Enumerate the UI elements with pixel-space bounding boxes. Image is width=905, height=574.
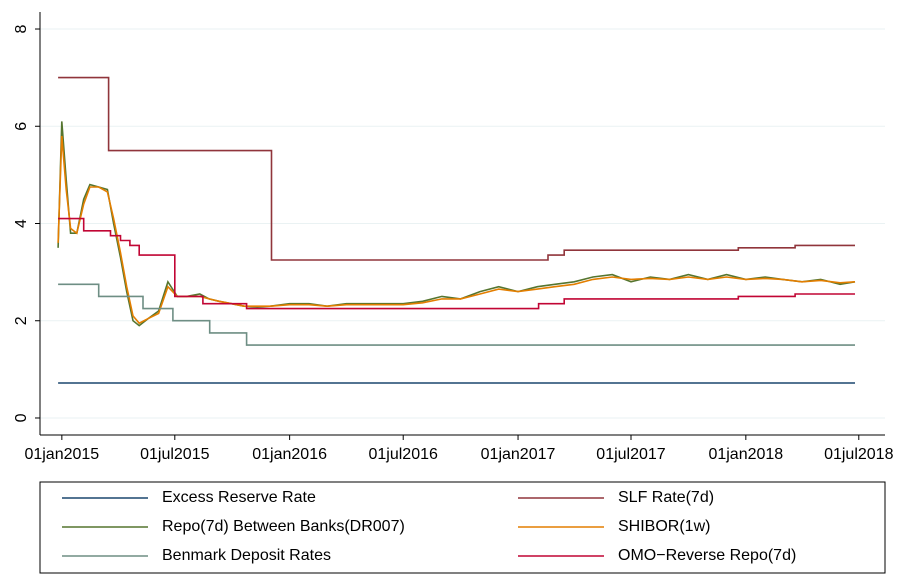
- x-tick-label: 01jan2017: [481, 446, 556, 463]
- series-line: [58, 76, 855, 261]
- legend-label: Repo(7d) Between Banks(DR007): [162, 518, 405, 535]
- x-tick-label: 01jan2016: [252, 446, 327, 463]
- series-line: [58, 283, 855, 346]
- y-tick-label: 4: [13, 219, 30, 228]
- y-tick-label: 6: [13, 122, 30, 131]
- legend-label: Benmark Deposit Rates: [162, 547, 331, 564]
- legend-label: SLF Rate(7d): [618, 489, 714, 506]
- y-tick-label: 8: [13, 24, 30, 33]
- y-tick-label: 2: [13, 316, 30, 325]
- x-tick-label: 01jan2015: [24, 446, 99, 463]
- x-tick-label: 01jul2015: [140, 446, 210, 463]
- series-line: [57, 135, 856, 325]
- x-tick-label: 01jul2017: [596, 446, 666, 463]
- y-tick-label: 0: [13, 413, 30, 422]
- legend-box: [39, 481, 886, 574]
- legend-label: SHIBOR(1w): [618, 518, 710, 535]
- legend-label: OMO−Reverse Repo(7d): [618, 547, 796, 564]
- x-tick-label: 01jul2018: [824, 446, 894, 463]
- legend-label: Excess Reserve Rate: [162, 489, 316, 506]
- x-tick-label: 01jul2016: [369, 446, 439, 463]
- x-tick-label: 01jan2018: [708, 446, 783, 463]
- series-line: [58, 217, 855, 310]
